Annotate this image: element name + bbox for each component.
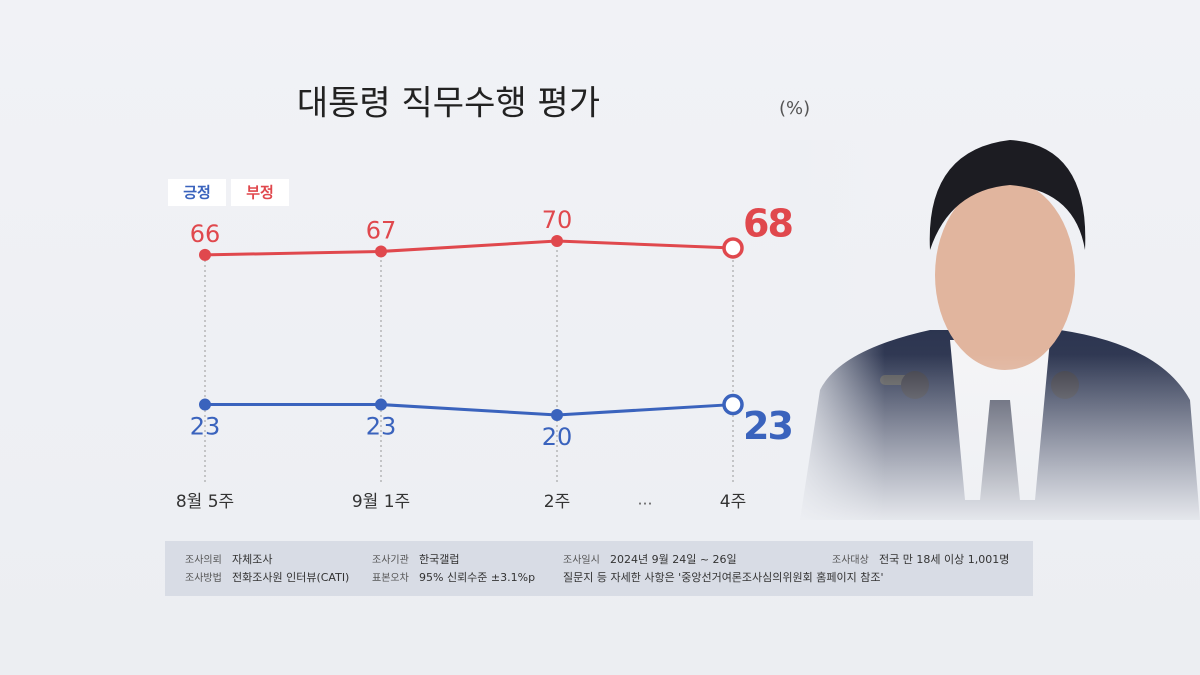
x-tick-label: 9월 1주 — [352, 492, 410, 512]
footer-value: 한국갤럽 — [419, 552, 459, 566]
footer-value: 2024년 9월 24일 ~ 26일 — [610, 552, 737, 566]
legend-box — [231, 179, 289, 206]
value-label: 68 — [743, 201, 792, 245]
legend-label: 부정 — [246, 184, 274, 202]
x-tick-label: 4주 — [720, 492, 746, 512]
footer-value: 자체조사 — [232, 553, 272, 566]
footer-label: 표본오차 — [372, 572, 409, 584]
value-label: 23 — [366, 413, 397, 441]
value-label: 67 — [366, 216, 397, 244]
footer-label: 조사의뢰 — [185, 554, 222, 566]
footer-value: 전화조사원 인터뷰(CATI) — [232, 571, 349, 584]
point — [199, 248, 211, 261]
footer-label: 조사방법 — [185, 572, 222, 584]
footer-value: 질문지 등 자세한 사항은 '중앙선거여론조사심의위원회 홈페이지 참조' — [563, 570, 884, 584]
unit: (%) — [779, 98, 810, 119]
value-label: 66 — [190, 220, 221, 248]
series-line — [205, 403, 734, 417]
footer-label: 조사대상 — [832, 554, 869, 566]
photo — [780, 140, 1200, 530]
point — [199, 398, 211, 411]
footer-value: 95% 신뢰수준 ±3.1%p — [419, 571, 535, 584]
chart-title: 대통령 직무수행 평가 — [297, 84, 600, 124]
point — [375, 245, 387, 258]
value-label: 70 — [542, 206, 573, 234]
footer-box — [165, 541, 1033, 596]
annotation: … — [638, 491, 653, 509]
value-label: 23 — [190, 413, 221, 441]
footer-value: 전국 만 18세 이상 1,001명 — [879, 553, 1009, 566]
x-tick-label: 2주 — [544, 492, 570, 512]
footer-label: 조사기관 — [372, 554, 409, 566]
value-label: 20 — [542, 423, 573, 451]
x-tick-label: 8월 5주 — [176, 492, 234, 512]
series-line — [204, 239, 734, 257]
point — [551, 235, 563, 247]
point — [551, 409, 563, 421]
point — [722, 393, 744, 416]
legend-box — [168, 179, 226, 206]
legend-label: 긍정 — [183, 184, 211, 202]
value-label: 23 — [743, 404, 792, 448]
footer-label: 조사일시 — [563, 554, 600, 566]
point — [722, 237, 744, 259]
point — [375, 398, 387, 411]
